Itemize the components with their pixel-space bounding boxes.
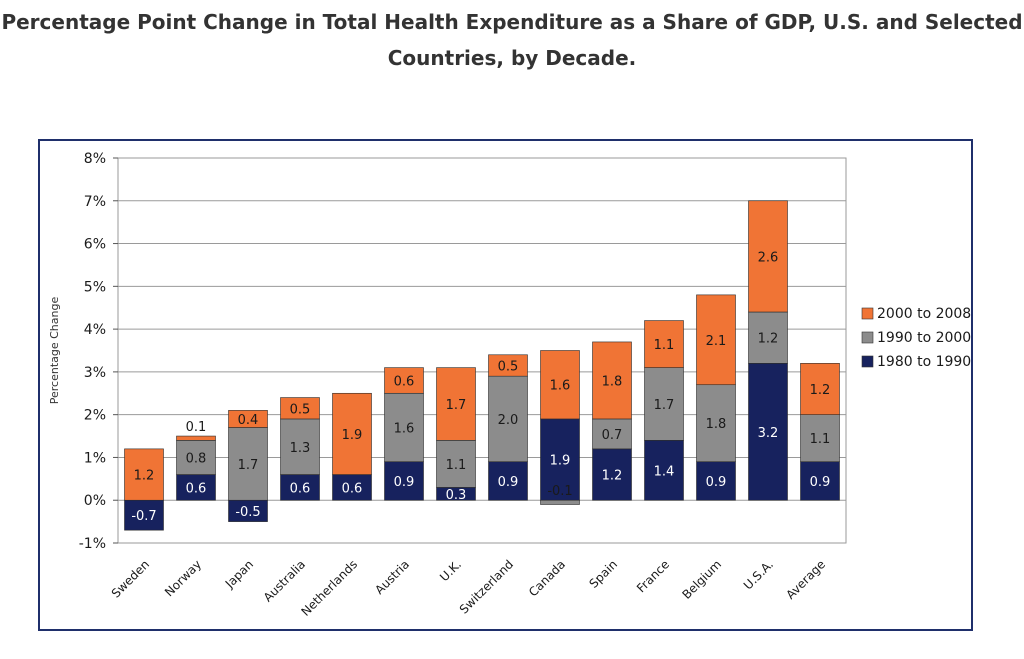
data-label: 0.6	[186, 481, 207, 496]
data-label: 0.9	[498, 475, 519, 490]
legend-label: 1990 to 2000	[877, 330, 971, 346]
bar-segment	[280, 474, 320, 501]
bar-segment	[124, 448, 164, 501]
data-label: 1.2	[602, 469, 623, 484]
data-label: 1.8	[602, 374, 623, 389]
data-label: 1.6	[550, 379, 571, 394]
bar-segment	[488, 375, 528, 463]
bar-segment	[332, 474, 372, 501]
bar-segment	[696, 461, 736, 501]
y-tick-label: 2%	[84, 408, 106, 424]
bar-segment	[644, 320, 684, 368]
data-label: 1.2	[758, 332, 779, 347]
y-tick-label: 8%	[84, 151, 106, 167]
data-label: 1.3	[290, 441, 311, 456]
y-tick-label: 0%	[84, 493, 106, 509]
bar-segment	[280, 418, 320, 475]
data-label: 0.6	[290, 481, 311, 496]
data-label: 1.4	[654, 464, 675, 479]
data-label: 0.4	[238, 413, 259, 428]
bar-segment	[540, 350, 580, 420]
data-label: 1.7	[238, 458, 259, 473]
data-label: 1.1	[446, 458, 467, 473]
bar-segment	[436, 367, 476, 441]
bar-segment	[800, 461, 840, 501]
bar-segment	[800, 363, 840, 415]
data-label: -0.1	[547, 484, 572, 499]
bar-segment	[748, 363, 788, 501]
bar-segment	[592, 448, 632, 501]
data-label: 0.7	[602, 428, 623, 443]
bar-segment	[592, 341, 632, 420]
data-label: 1.7	[446, 398, 467, 413]
data-label: 0.9	[810, 475, 831, 490]
bar-segment	[280, 397, 320, 420]
data-label: 1.1	[654, 338, 675, 353]
y-tick-label: 5%	[84, 279, 106, 295]
data-label: 1.2	[810, 383, 831, 398]
data-label: 0.5	[290, 402, 311, 417]
data-label: 0.6	[342, 481, 363, 496]
bar-segment	[332, 392, 372, 475]
data-label: 1.1	[810, 432, 831, 447]
legend-label: 2000 to 2008	[877, 306, 971, 322]
bar-segment	[488, 461, 528, 501]
bar-segment	[748, 200, 788, 313]
data-label: 0.6	[394, 374, 415, 389]
bar-segment	[384, 392, 424, 463]
bar-segment	[800, 414, 840, 463]
page-title: Percentage Point Change in Total Health …	[0, 4, 1024, 76]
data-label: 2.1	[706, 334, 727, 349]
bar-segment	[228, 427, 268, 501]
y-tick-label: -1%	[79, 536, 106, 552]
data-label: 0.1	[186, 420, 207, 435]
data-label: -0.5	[235, 505, 260, 520]
legend-swatch	[861, 355, 874, 368]
legend-swatch	[861, 307, 874, 320]
y-tick-label: 4%	[84, 322, 106, 338]
bar-segment	[696, 384, 736, 463]
bar-segment	[384, 461, 424, 501]
bar-segment	[124, 499, 164, 531]
page-title-line-2: Countries, by Decade.	[387, 46, 637, 70]
legend-label: 1980 to 1990	[877, 354, 971, 370]
bar-segment	[748, 311, 788, 364]
data-label: 1.2	[134, 469, 155, 484]
legend-swatch	[861, 331, 874, 344]
bar-segment	[436, 440, 476, 488]
bar-segment	[228, 410, 268, 428]
bar-segment	[176, 440, 216, 475]
y-tick-label: 6%	[84, 237, 106, 253]
bar-segment	[540, 499, 580, 505]
data-label: 0.3	[446, 488, 467, 503]
y-axis-title: Percentage Change	[48, 297, 61, 405]
data-label: 0.8	[186, 451, 207, 466]
y-tick-label: 1%	[84, 450, 106, 466]
data-label: 1.8	[706, 417, 727, 432]
bar-segment	[644, 440, 684, 501]
data-label: 0.5	[498, 359, 519, 374]
page-title-line-1: Percentage Point Change in Total Health …	[1, 10, 1023, 34]
bar-segment	[384, 367, 424, 394]
data-label: 1.9	[550, 454, 571, 469]
data-label: 3.2	[758, 426, 779, 441]
bar-segment	[644, 367, 684, 441]
bar-segment	[488, 354, 528, 377]
data-label: 1.9	[342, 428, 363, 443]
data-label: 1.7	[654, 398, 675, 413]
data-label: 2.6	[758, 250, 779, 265]
y-tick-label: 7%	[84, 194, 106, 210]
plot-area	[117, 157, 847, 544]
data-label: -0.7	[131, 509, 156, 524]
data-label: 0.9	[394, 475, 415, 490]
data-label: 0.9	[706, 475, 727, 490]
y-tick-label: 3%	[84, 365, 106, 381]
bar-segment	[696, 294, 736, 386]
bar-segment	[176, 435, 216, 441]
data-label: 2.0	[498, 413, 519, 428]
bar-segment	[540, 418, 580, 501]
data-label: 1.6	[394, 422, 415, 437]
